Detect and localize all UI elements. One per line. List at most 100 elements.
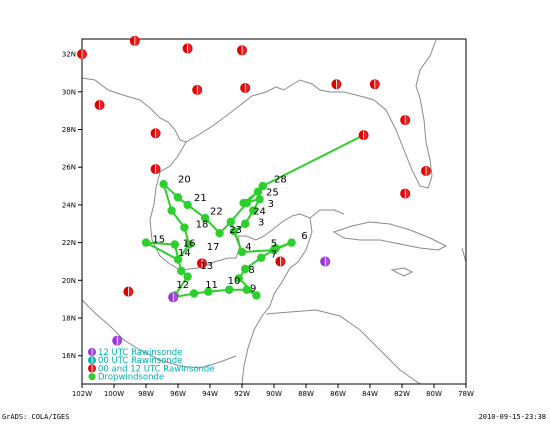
legend-marker xyxy=(88,373,96,381)
dropwindsonde-label: 3 xyxy=(258,218,264,229)
lat-tick-label: 18N xyxy=(62,315,76,323)
dropwindsonde-point xyxy=(269,245,279,255)
dropwindsonde-point xyxy=(252,291,261,300)
legend-label: 00 and 12 UTC Rawinsonde xyxy=(98,364,215,374)
longitude-axis: 102W 100W 98W 96W 94W 92W 90W 88W 86W 84W 82W 80W 78… xyxy=(72,384,474,398)
rawinsonde-station xyxy=(129,35,140,46)
lat-tick-label: 30N xyxy=(62,88,76,96)
dropwindsonde-point xyxy=(241,219,250,228)
dropwindsonde-label: 8 xyxy=(248,265,254,276)
legend-marker xyxy=(88,364,96,373)
footer-credit: GrADS: COLA/IGES xyxy=(2,413,70,421)
dropwindsonde-label: 17 xyxy=(207,242,220,253)
rawinsonde-station xyxy=(331,79,342,90)
dropwindsonde-point xyxy=(242,285,251,294)
dropwindsonde-label: 16 xyxy=(183,238,196,249)
dropwindsonde-point xyxy=(215,228,224,238)
lon-tick-label: 88W xyxy=(298,390,314,398)
coastline xyxy=(81,39,467,385)
lon-tick-label: 86W xyxy=(330,390,346,398)
dropwindsonde-label: 28 xyxy=(274,174,287,185)
dropwindsonde-point xyxy=(159,179,168,189)
rawinsonde-station xyxy=(240,83,251,94)
dropwindsonde-point xyxy=(255,195,264,204)
rawinsonde-station xyxy=(150,164,161,175)
rawinsonde-station xyxy=(182,43,193,54)
dropwindsonde-point xyxy=(225,285,234,294)
dropwindsonde-label: 12 xyxy=(176,280,189,291)
rawinsonde-station xyxy=(94,99,105,110)
lat-tick-label: 32N xyxy=(62,51,76,59)
dropwindsonde-label: 10 xyxy=(228,276,241,287)
dropwindsonde-label: 13 xyxy=(200,261,213,272)
rawinsonde-station xyxy=(123,286,134,297)
dropwindsonde-point xyxy=(177,266,186,276)
rawinsonde-station xyxy=(77,49,87,60)
dropwindsonde-point xyxy=(170,240,179,249)
lat-tick-label: 16N xyxy=(62,352,76,360)
rawinsonde-station xyxy=(150,128,161,139)
dropwindsonde-label: 7 xyxy=(271,250,277,261)
dropwindsonde-label: 18 xyxy=(196,220,209,231)
lon-tick-label: 90W xyxy=(266,390,282,398)
dropwindsonde-point xyxy=(237,247,247,257)
legend-label: 00 UTC Rawinsonde xyxy=(98,356,182,366)
dropwindsonde-label: 24 xyxy=(253,206,266,217)
rawinsonde-station xyxy=(400,188,411,199)
latitude-axis: 32N 30N 28N 26N 24N 22N 20N 18N 16N xyxy=(62,51,82,360)
rawinsonde-stations xyxy=(77,35,431,346)
dropwindsonde-label: 25 xyxy=(266,187,279,198)
legend-label: 12 UTC Rawinsonde xyxy=(98,348,182,358)
dropwindsonde-point xyxy=(249,206,258,215)
dropwindsonde-point xyxy=(141,238,151,247)
dropwindsonde-point xyxy=(234,274,243,283)
dropwindsonde-point xyxy=(185,240,194,249)
dropwindsonde-point xyxy=(241,264,250,274)
rawinsonde-station xyxy=(192,84,203,95)
rawinsonde-station xyxy=(358,130,369,141)
dropwindsonde-label: 20 xyxy=(178,174,191,185)
dropwindsonde-point xyxy=(167,206,176,215)
dropwindsonde-point xyxy=(253,187,263,196)
rawinsonde-station xyxy=(421,165,431,176)
lon-tick-label: 82W xyxy=(394,390,410,398)
dropwindsonde-label: 15 xyxy=(152,235,165,246)
dropwindsonde-point xyxy=(183,272,192,281)
lon-tick-label: 78W xyxy=(458,390,474,398)
lon-tick-label: 92W xyxy=(234,390,250,398)
dropwindsonde-point xyxy=(173,193,183,202)
dropwindsonde-point xyxy=(287,238,296,247)
rawinsonde-station xyxy=(197,258,207,269)
rawinsonde-station xyxy=(320,256,331,267)
dropwindsonde-point xyxy=(229,227,239,236)
rawinsonde-station xyxy=(237,45,247,56)
dropwindsonde-label: 6 xyxy=(301,231,307,242)
lat-tick-label: 22N xyxy=(62,239,76,247)
dropwindsonde-label: 14 xyxy=(178,248,191,259)
dropwindsonde-point xyxy=(173,255,183,264)
lon-tick-label: 80W xyxy=(426,390,442,398)
rawinsonde-station xyxy=(112,335,123,346)
dropwindsonde-points xyxy=(141,130,368,302)
rawinsonde-station xyxy=(369,79,380,90)
rawinsonde-station xyxy=(168,292,179,303)
lon-tick-label: 98W xyxy=(138,390,154,398)
dropwindsonde-point xyxy=(204,287,213,296)
rawinsonde-station xyxy=(400,115,411,126)
lon-tick-label: 94W xyxy=(202,390,218,398)
dropwindsonde-label: 4 xyxy=(245,242,251,253)
dropwindsonde-point xyxy=(226,217,235,227)
legend-marker xyxy=(88,356,96,365)
dropwindsonde-point xyxy=(189,289,199,298)
lat-tick-label: 26N xyxy=(62,164,76,172)
dropwindsonde-label: 23 xyxy=(229,225,242,236)
lat-tick-label: 28N xyxy=(62,126,76,134)
lon-tick-label: 96W xyxy=(170,390,186,398)
dropwindsonde-label: 11 xyxy=(205,280,218,291)
rawinsonde-station xyxy=(275,256,286,267)
dropwindsonde-labels: 20 28 21 25 22 324 18 23 3 15 16 17 4 5 6 14 7 13 8 12 11 10 9 xyxy=(152,174,307,294)
dropwindsonde-point xyxy=(201,213,210,223)
dropwindsonde-label: 21 xyxy=(194,193,207,204)
